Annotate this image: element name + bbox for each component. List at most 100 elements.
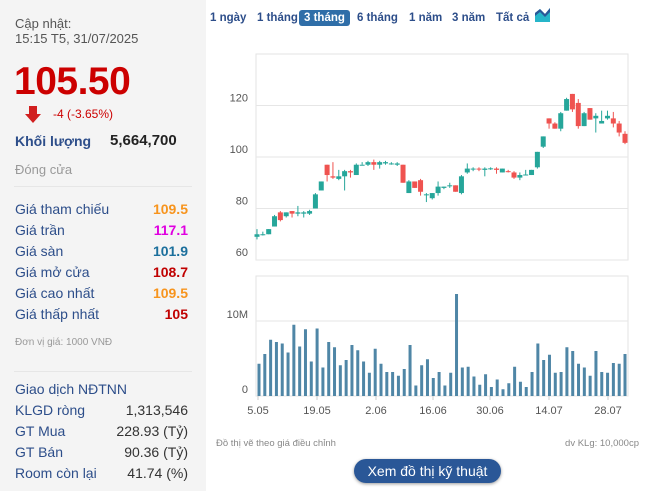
arrow-down-icon (25, 106, 41, 123)
volume-bar (298, 346, 302, 396)
volume-bar (420, 365, 424, 396)
volume-bar (449, 372, 453, 396)
volume-tick-label: 0 (242, 384, 248, 396)
volume-bar (559, 372, 563, 396)
candle-body (546, 118, 552, 124)
volume-bar (257, 363, 261, 396)
volume-bar (431, 378, 435, 396)
update-label: Cập nhật: (15, 16, 72, 31)
candle-body (488, 168, 494, 170)
technical-chart-button[interactable]: Xem đồ thị kỹ thuật (354, 459, 501, 483)
candle-body (464, 168, 470, 173)
candle-body (423, 194, 429, 196)
volume-bar (495, 379, 499, 396)
price-chart[interactable]: 60 80 100 120 0 10M 5.05 19.05 2.06 16.06 30.06 14.… (206, 40, 661, 420)
volume-bar (606, 372, 610, 396)
candle-body (523, 174, 529, 176)
candle-body (277, 212, 283, 221)
volume-bar (577, 363, 581, 396)
candle-body (406, 181, 412, 194)
tab-range[interactable]: 3 tháng (299, 10, 350, 26)
price-label: Giá sàn (15, 243, 64, 259)
x-tick-label: 14.07 (535, 405, 563, 417)
update-time: 15:15 T5, 31/07/2025 (15, 31, 139, 46)
candle-body (418, 180, 424, 192)
tab-range[interactable]: 3 năm (452, 12, 486, 24)
volume-bar (333, 347, 337, 396)
tab-range[interactable]: 1 ngày (210, 12, 247, 24)
volume-bar (460, 367, 464, 396)
volume-bar (565, 347, 569, 396)
candle-body (493, 168, 499, 170)
candle-body (394, 163, 400, 165)
x-tick-label: 19.05 (303, 405, 331, 417)
price-label: Giá thấp nhất (15, 306, 100, 322)
volume-bar (414, 385, 418, 396)
volume-bar (379, 363, 383, 396)
price-value: 109.5 (152, 201, 188, 217)
x-tick-label: 28.07 (594, 405, 622, 417)
candle-body (564, 99, 570, 111)
volume-bar (542, 360, 546, 396)
volume-bar (280, 343, 284, 396)
candle-body (371, 162, 377, 165)
price-tick-label: 120 (230, 93, 248, 105)
divider (14, 186, 192, 187)
candle-body (458, 176, 464, 194)
candle-body (336, 176, 342, 179)
volume-bar (443, 385, 447, 396)
volume-bar (588, 375, 592, 396)
tab-range[interactable]: 1 tháng (257, 12, 298, 24)
volume-bar (571, 351, 575, 396)
price-value: 101.9 (152, 243, 188, 259)
volume-bar (530, 372, 534, 396)
volume-bar (472, 376, 476, 396)
price-value: 117.1 (153, 222, 188, 238)
volume-bar (536, 343, 540, 396)
candle-body (593, 115, 599, 119)
volume-bar (478, 384, 482, 396)
x-tick-label: 5.05 (247, 405, 268, 417)
candle-body (254, 234, 260, 237)
candle-body (435, 186, 441, 194)
price-value: 108.7 (152, 264, 188, 280)
tab-range[interactable]: 6 tháng (357, 12, 398, 24)
volume-tick-label: 10M (227, 309, 248, 321)
candle-body (377, 162, 383, 165)
price-tick-label: 80 (236, 196, 248, 208)
candle-body (476, 168, 482, 170)
tab-range[interactable]: Tất cả (496, 12, 530, 24)
volume-bar (455, 294, 459, 396)
candle-body (581, 113, 587, 127)
candle-body (441, 186, 447, 188)
volume-bar (315, 328, 319, 396)
foreign-label: GT Mua (15, 423, 66, 439)
candle-body (266, 229, 272, 235)
volume-bar (501, 389, 505, 396)
candle-body (470, 168, 476, 170)
volume-bar (367, 372, 371, 396)
candle-body (342, 171, 348, 177)
volume-bar (344, 360, 348, 396)
candle-body (552, 123, 558, 129)
candle-body (330, 176, 336, 178)
price-tick-label: 100 (230, 144, 248, 156)
quote-panel: Cập nhật: 15:15 T5, 31/07/2025 105.50 -4… (0, 0, 206, 491)
candle-body (505, 171, 511, 173)
candle-body (301, 212, 307, 214)
candle-body (283, 212, 289, 217)
volume-value: 5,664,700 (110, 132, 177, 149)
candle-body (599, 120, 605, 124)
candle-body (318, 181, 324, 191)
volume-bar (489, 387, 493, 396)
candle-body (447, 185, 453, 187)
chart-type-icon[interactable] (535, 7, 551, 23)
market-status: Đóng cửa (15, 162, 73, 177)
price-tick-label: 60 (236, 247, 248, 259)
tab-range[interactable]: 1 năm (409, 12, 443, 24)
x-tick-label: 30.06 (476, 405, 504, 417)
price-value: 109.5 (152, 285, 188, 301)
volume-unit-note: dv KLg: 10,000cp (565, 438, 639, 449)
volume-bar (402, 369, 406, 396)
candle-body (353, 164, 359, 176)
